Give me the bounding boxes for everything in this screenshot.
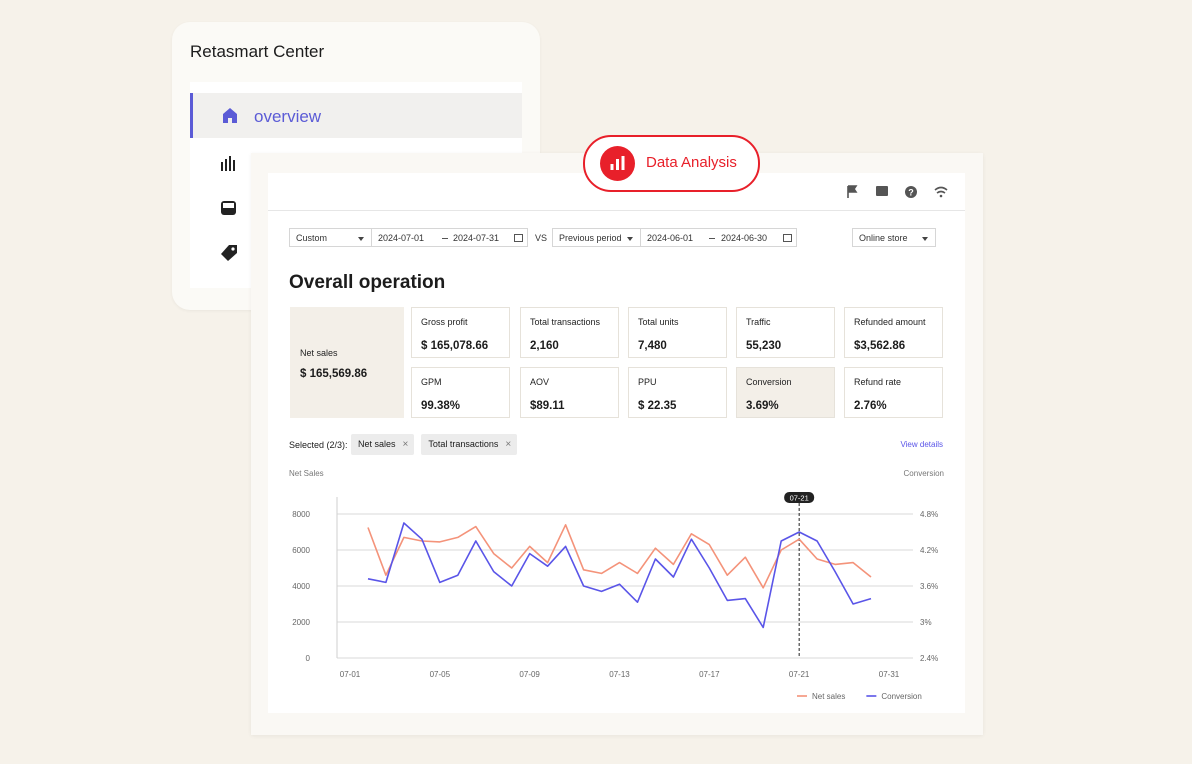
metric-value: $ 165,078.66 <box>421 340 489 352</box>
chip[interactable]: Net sales × <box>351 434 415 455</box>
y-tick-label: 0 <box>306 654 311 663</box>
metric-label: Conversion <box>746 377 792 387</box>
vs-label: VS <box>535 233 548 243</box>
selection-label: Selected (2/3): <box>289 440 348 450</box>
x-tick-label: 07-21 <box>789 670 810 679</box>
y2-tick-label: 3% <box>920 618 932 627</box>
x-tick-label: 07-17 <box>699 670 720 679</box>
tooltip-box <box>784 492 815 503</box>
metric-card[interactable]: Refunded amount $3,562.86 <box>844 307 943 358</box>
help-icon[interactable] <box>905 186 917 198</box>
section-badge: Data Analysis <box>583 135 760 192</box>
inbox-icon[interactable] <box>220 199 238 217</box>
compare-start: 2024-06-01 <box>647 233 694 243</box>
metric-card[interactable]: Gross profit $ 165,078.66 <box>411 307 510 358</box>
metric-label: Gross profit <box>421 317 468 327</box>
y2-axis-title: Conversion <box>904 469 944 478</box>
view-details[interactable]: View details <box>900 440 943 449</box>
metric-card[interactable]: Refund rate 2.76% <box>844 367 943 418</box>
compare-end: 2024-06-30 <box>721 233 768 243</box>
toolbar: ? <box>847 185 948 198</box>
metric-value: $3,562.86 <box>854 340 906 352</box>
metric-label: Net sales <box>300 348 338 358</box>
date-range[interactable]: 2024-07-01 2024-07-31 <box>371 228 528 247</box>
metric-card[interactable]: PPU $ 22.35 <box>628 367 727 418</box>
badge-label: Data Analysis <box>646 154 737 171</box>
metric-card[interactable]: Total transactions 2,160 <box>520 307 619 358</box>
legend-label: Conversion <box>881 692 921 701</box>
metric-card[interactable]: Traffic 55,230 <box>736 307 835 358</box>
legend-label: Net sales <box>812 692 845 701</box>
metric-card[interactable]: GPM 99.38% <box>411 367 510 418</box>
y2-tick-label: 4.2% <box>920 546 938 555</box>
sidebar-title: Retasmart Center <box>190 42 325 61</box>
y2-tick-label: 2.4% <box>920 654 938 663</box>
wifi-icon[interactable] <box>934 186 948 194</box>
metric-value: 99.38% <box>421 400 461 412</box>
metric-card[interactable]: Conversion 3.69% <box>736 367 835 418</box>
end-date: 2024-07-31 <box>453 233 500 243</box>
store: Online store <box>859 233 908 243</box>
menu-item-active[interactable] <box>190 93 522 138</box>
metric-value: $ 165,569.86 <box>300 368 368 380</box>
chip-label: Total transactions <box>428 439 499 449</box>
flag-icon[interactable] <box>847 185 858 198</box>
metric-card[interactable]: Total units 7,480 <box>628 307 727 358</box>
metric-value: 7,480 <box>638 340 667 352</box>
compare-type: Previous period <box>559 233 622 243</box>
metric-card[interactable]: Net sales $ 165,569.86 <box>290 307 404 418</box>
svg-text:?: ? <box>908 188 914 198</box>
metric-label: Refunded amount <box>854 317 926 327</box>
metric-value: 3.69% <box>746 400 779 412</box>
metric-label: Refund rate <box>854 377 902 387</box>
x-tick-label: 07-01 <box>340 670 361 679</box>
metric-value: 2.76% <box>854 400 887 412</box>
x-tick-label: 07-05 <box>430 670 451 679</box>
metric-label: Total transactions <box>530 317 601 327</box>
metric-label: GPM <box>421 377 442 387</box>
metric-label: PPU <box>638 377 657 387</box>
y-tick-label: 4000 <box>292 582 310 591</box>
x-tick-label: 07-13 <box>609 670 630 679</box>
metric-label: AOV <box>530 377 550 387</box>
x-tick-label: 07-09 <box>519 670 540 679</box>
chip-close[interactable]: × <box>402 439 409 450</box>
home-icon <box>223 108 237 123</box>
menu-label[interactable]: overview <box>254 107 322 126</box>
y-tick-label: 2000 <box>292 618 310 627</box>
compare-range[interactable]: 2024-06-01 2024-06-30 <box>640 228 797 247</box>
metric-value: $89.11 <box>530 400 565 412</box>
message-icon[interactable] <box>876 186 888 196</box>
y-tick-label: 8000 <box>292 510 310 519</box>
chart-icon[interactable] <box>220 154 238 172</box>
badge-icon <box>600 146 635 181</box>
store-select[interactable]: Online store <box>852 228 936 247</box>
series-line <box>367 524 872 589</box>
metric-label: Traffic <box>746 317 771 327</box>
metric-label: Total units <box>638 317 679 327</box>
metric-value: $ 22.35 <box>638 400 677 412</box>
chip-label: Net sales <box>358 439 396 449</box>
chip-close[interactable]: × <box>505 439 512 450</box>
x-tick-label: 07-31 <box>879 670 900 679</box>
metric-card[interactable]: AOV $89.11 <box>520 367 619 418</box>
heading: Overall operation <box>289 272 446 293</box>
y2-tick-label: 4.8% <box>920 510 938 519</box>
tooltip-label: 07-21 <box>790 494 809 503</box>
y-tick-label: 6000 <box>292 546 310 555</box>
range-type: Custom <box>296 233 328 243</box>
chip[interactable]: Total transactions × <box>421 434 518 455</box>
y-axis-title: Net Sales <box>289 469 324 478</box>
metric-value: 55,230 <box>746 340 782 352</box>
series-line <box>367 522 872 629</box>
metric-value: 2,160 <box>530 340 559 352</box>
tag-icon[interactable] <box>220 244 238 262</box>
start-date: 2024-07-01 <box>378 233 425 243</box>
y2-tick-label: 3.6% <box>920 582 938 591</box>
divider <box>268 210 965 211</box>
